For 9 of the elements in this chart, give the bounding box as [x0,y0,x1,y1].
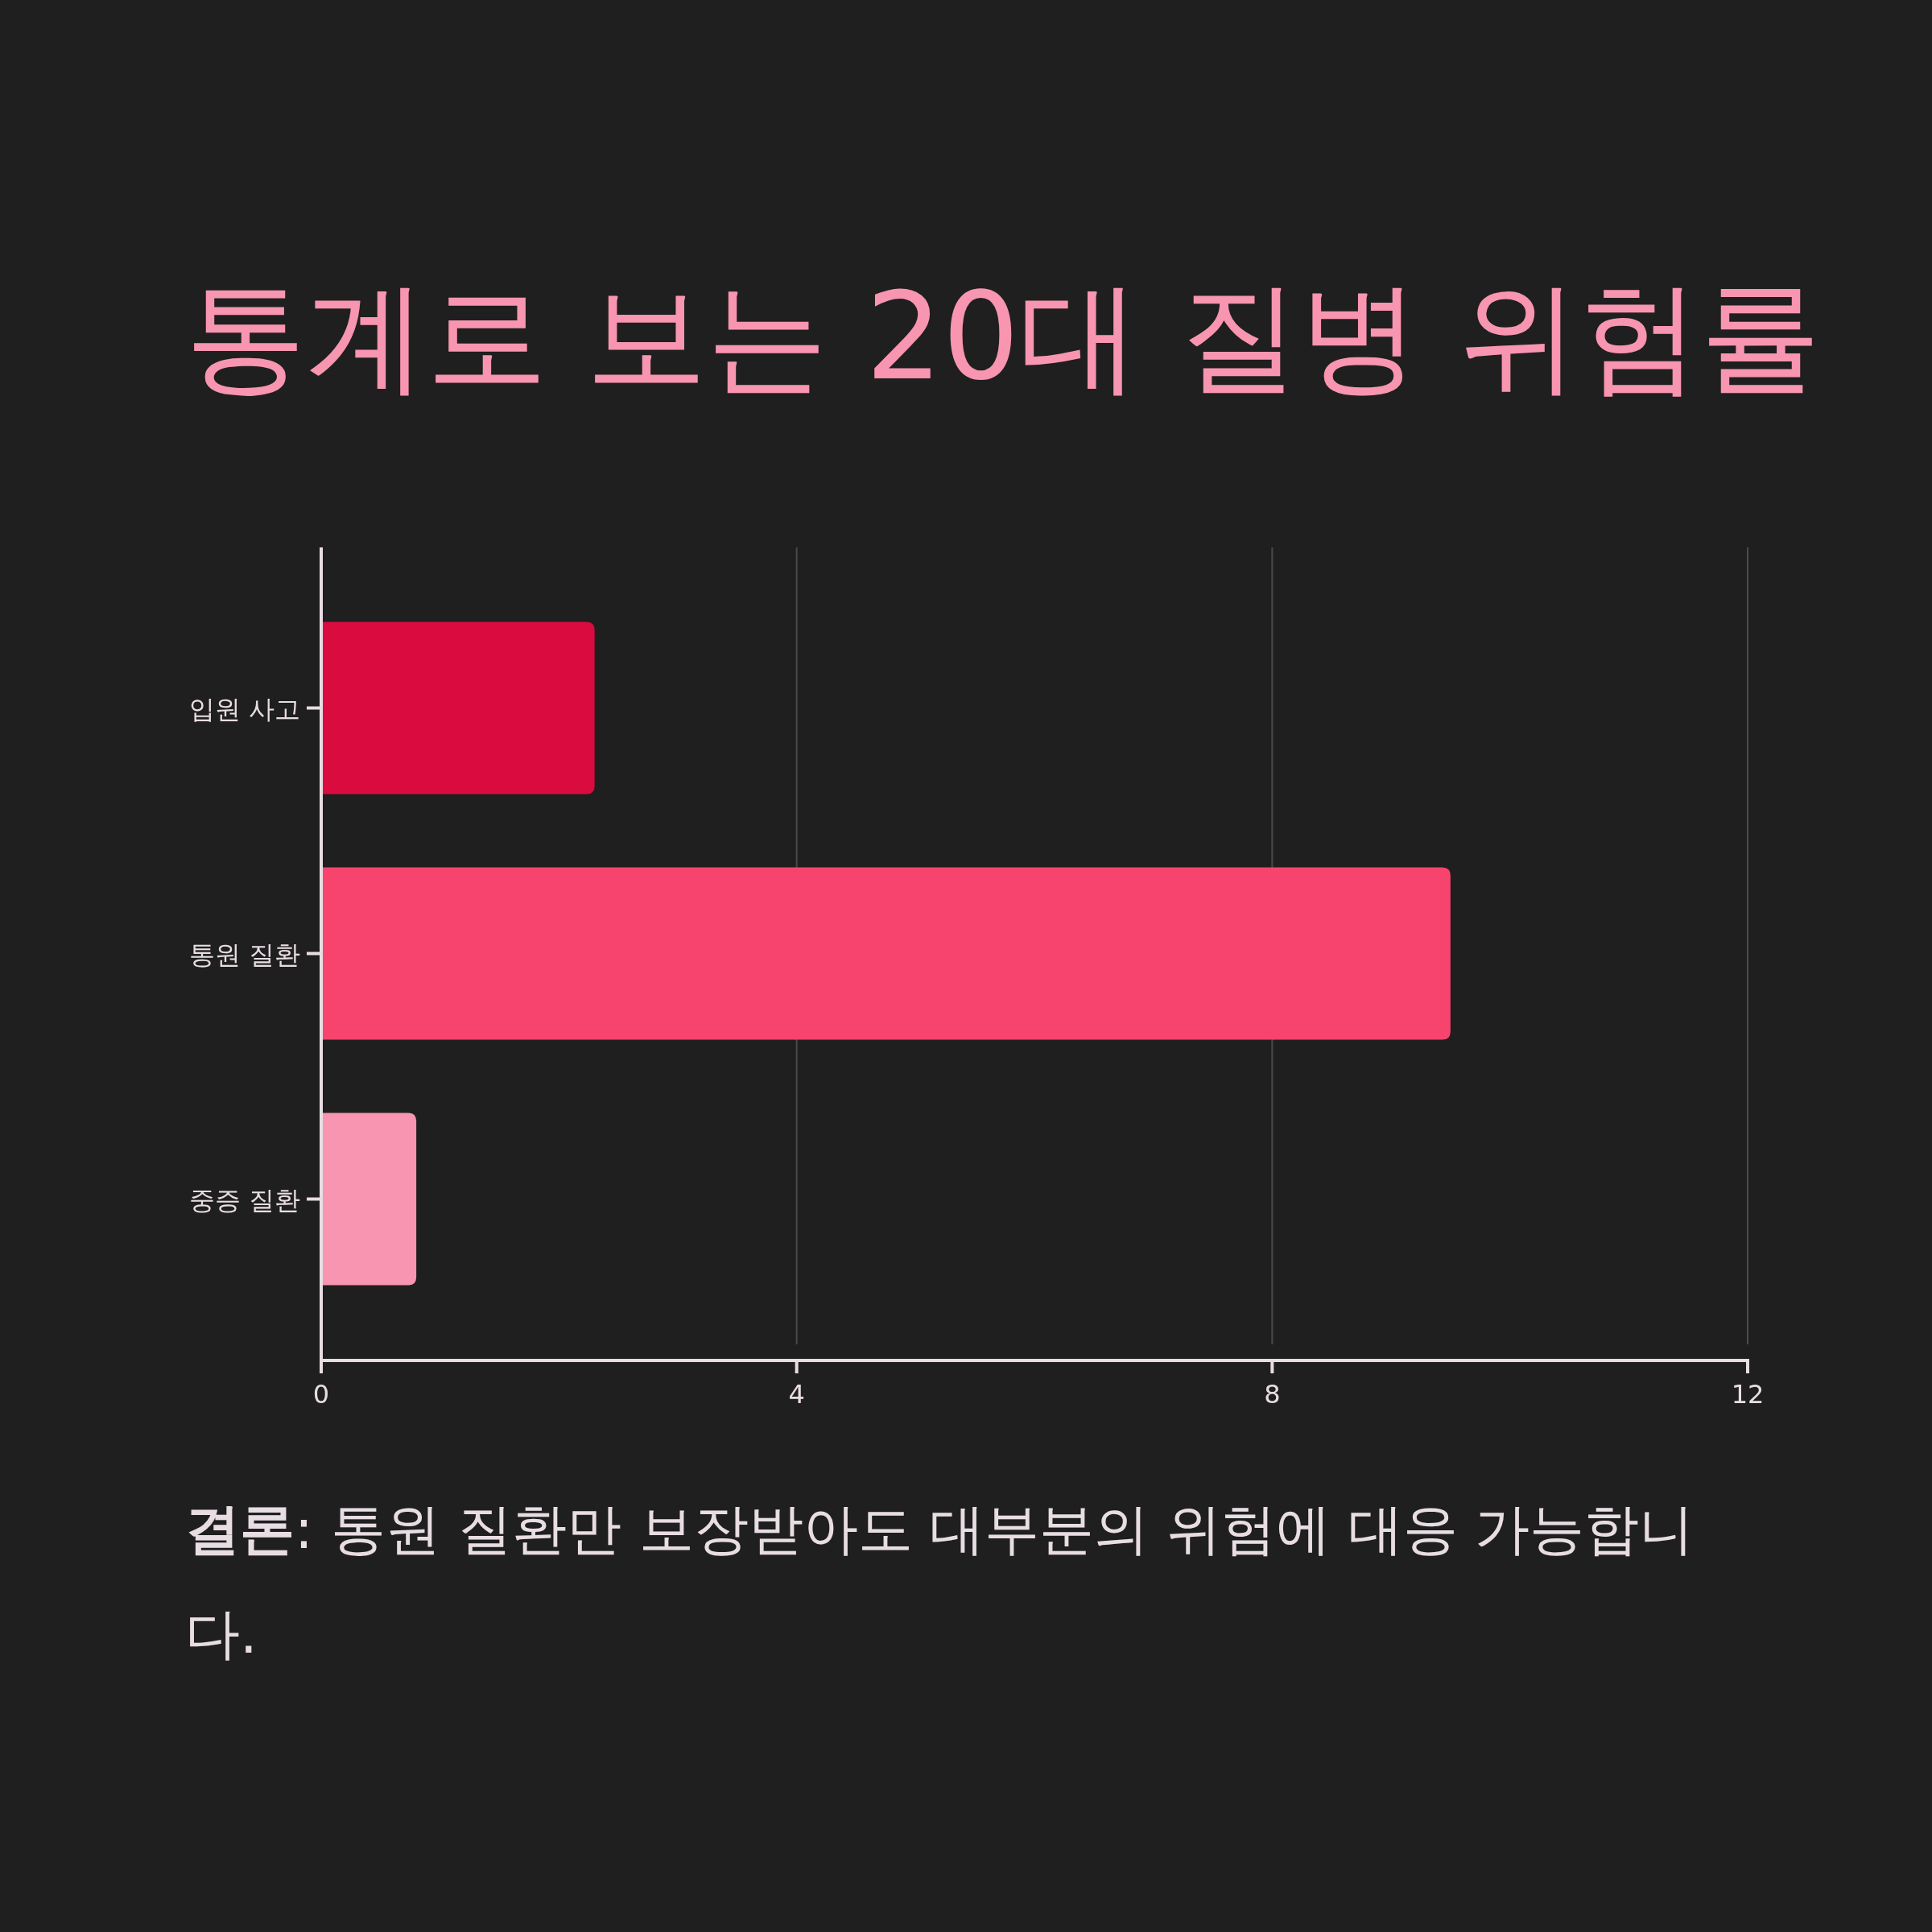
y-tick-label: 통원 질환 [188,939,300,970]
x-tick-label: 4 [788,1379,805,1410]
annotation: 결론: 통원 질환만 보장받아도 대부분의 위험에 대응 가능합니다. [185,1496,1695,1667]
x-tick-label: 12 [1731,1379,1765,1410]
x-tick-label: 8 [1264,1379,1281,1410]
y-tick-label: 중증 질환 [188,1184,300,1216]
y-tick-label: 입원 사고 [188,693,300,724]
title: 통계로 보는 20대 질병 위험률 [185,266,1821,407]
x-tick-label: 0 [312,1379,330,1410]
